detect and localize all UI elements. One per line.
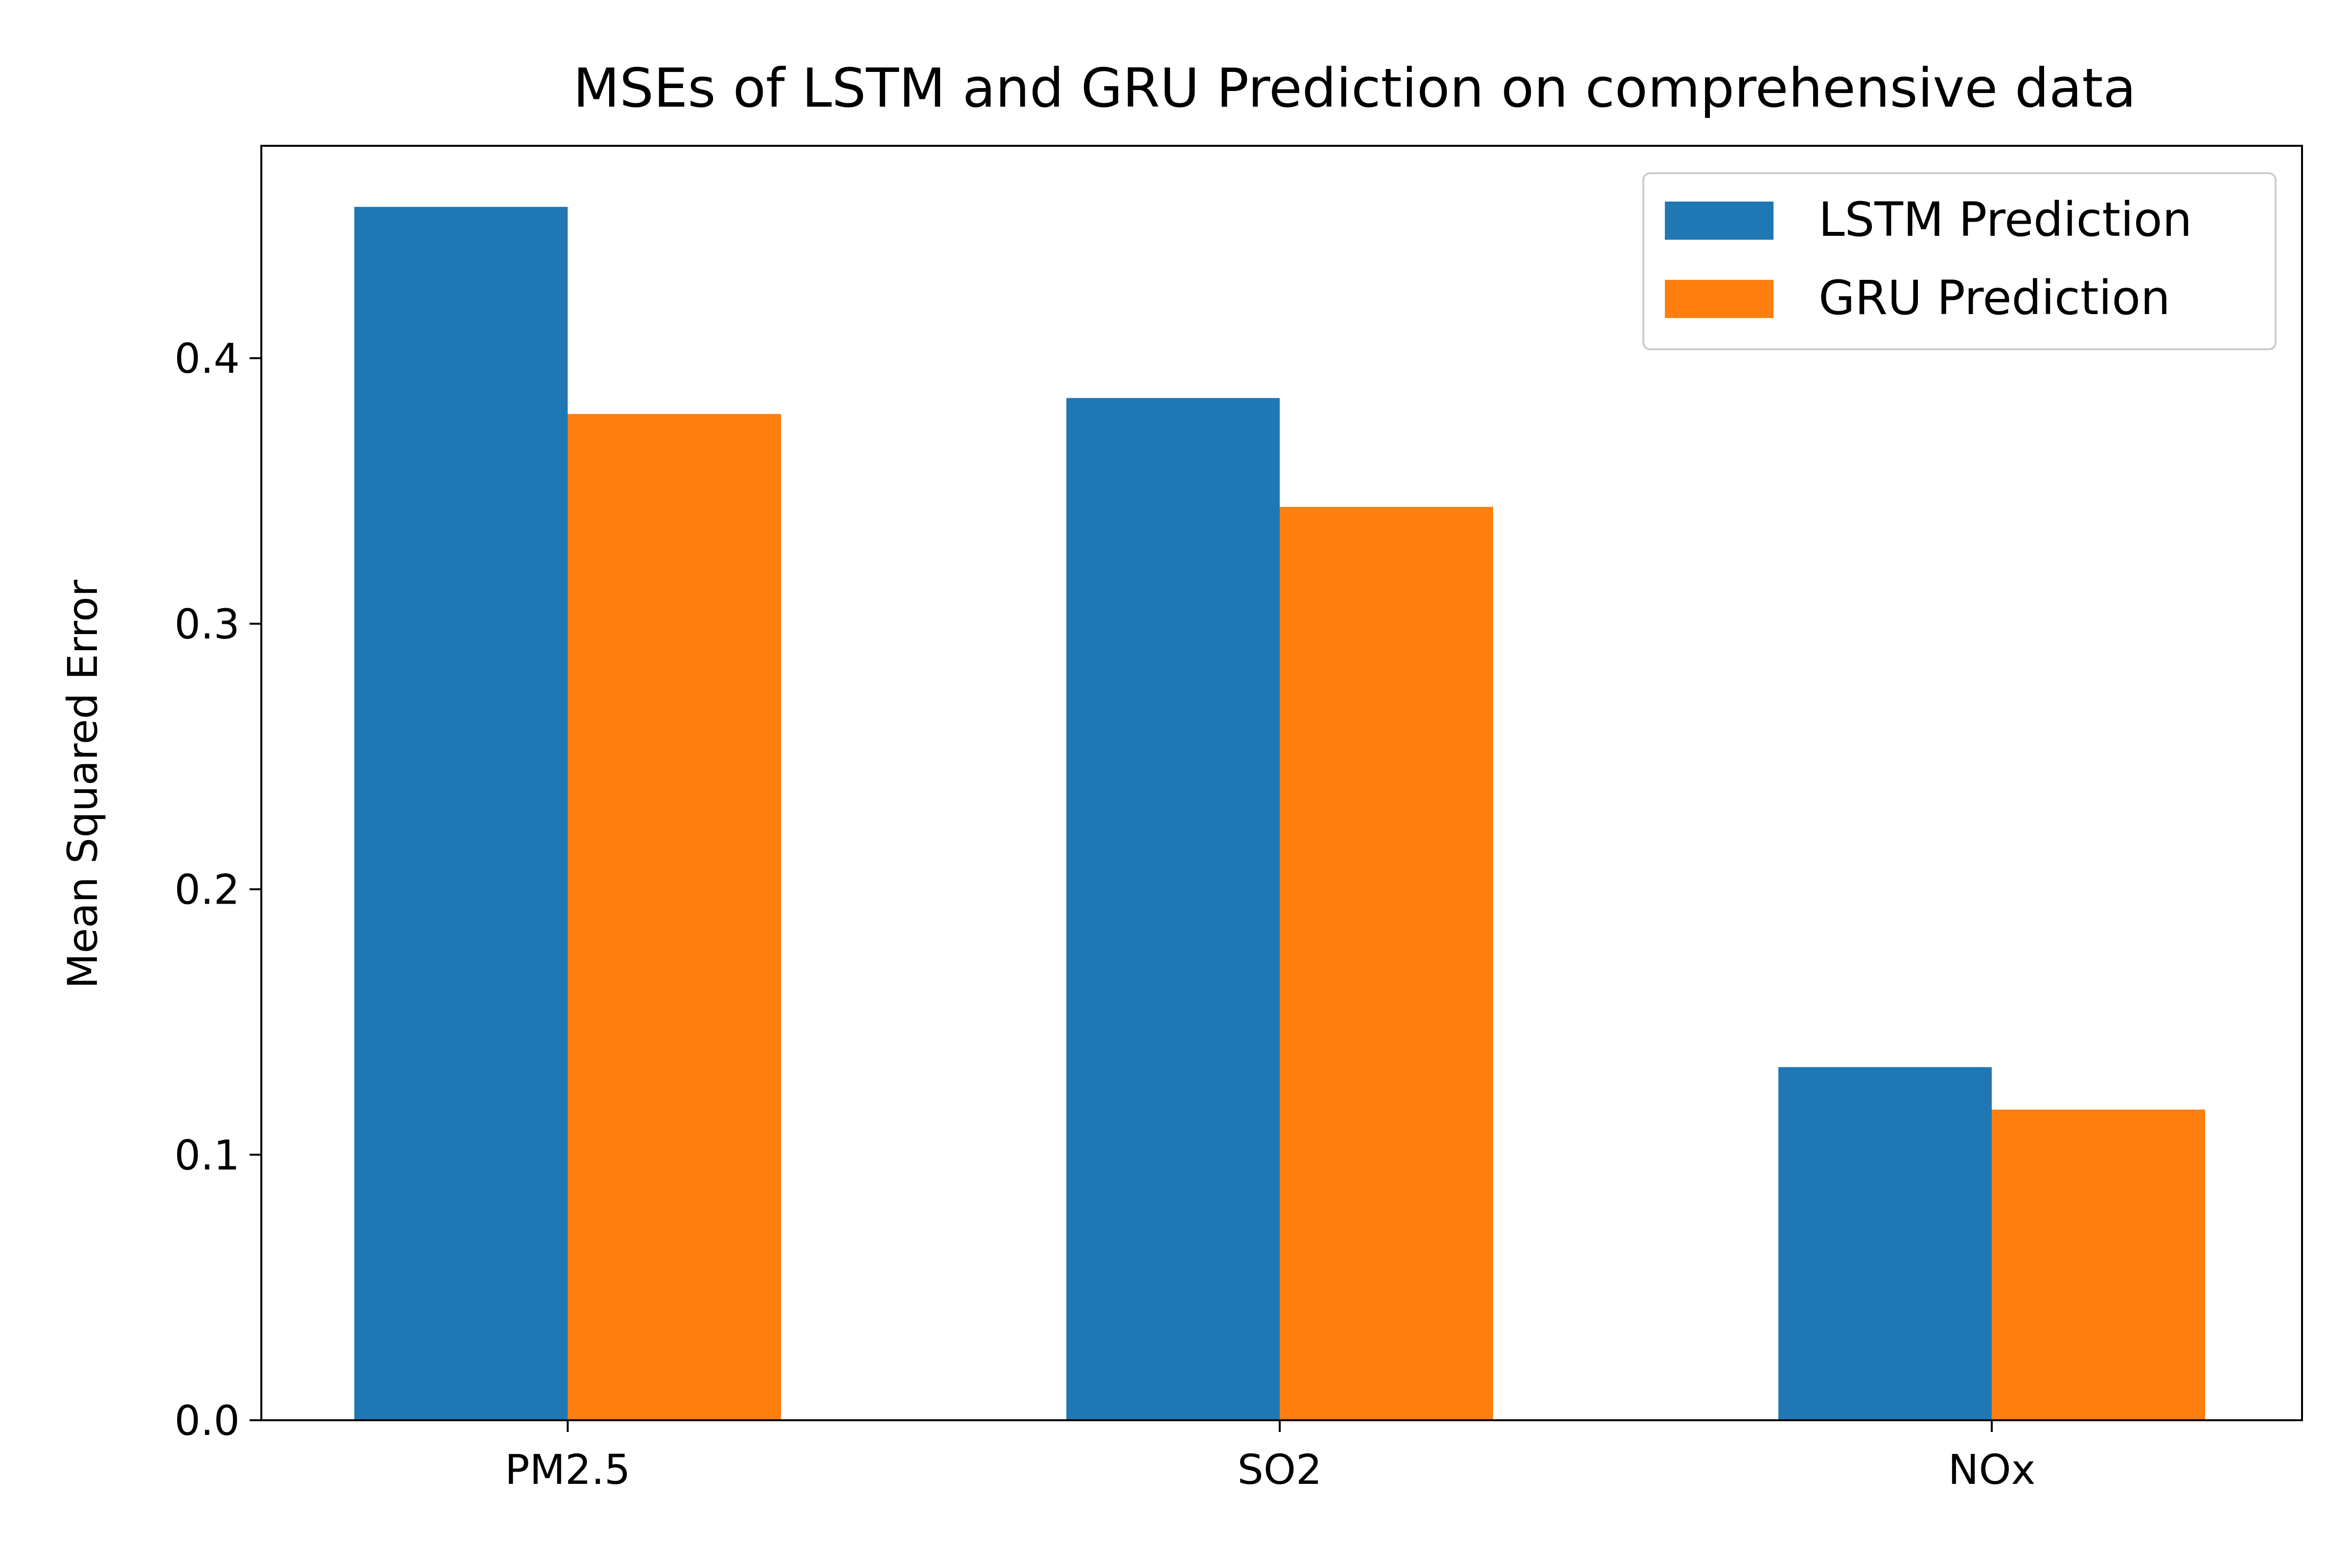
y-axis-label: Mean Squared Error	[59, 580, 107, 989]
y-tick-label: 0.2	[174, 866, 240, 914]
bar-pm25-lstm	[354, 206, 568, 1420]
bar-so2-gru	[1280, 507, 1493, 1420]
bar-nox-lstm	[1778, 1067, 1992, 1420]
legend-frame	[1642, 172, 2277, 350]
x-tick-label: SO2	[1238, 1446, 1322, 1494]
bar-pm25-gru	[568, 414, 781, 1420]
legend-swatch-lstm	[1665, 202, 1773, 240]
y-tick-label: 0.3	[174, 600, 240, 648]
ticks-layer: PM2.5 SO2 NOx 0.0 0.1 0.2 0.3 0.4	[174, 335, 2035, 1494]
x-tick-label: NOx	[1948, 1446, 2036, 1494]
bar-so2-lstm	[1066, 398, 1280, 1420]
y-tick-label: 0.1	[174, 1131, 240, 1179]
legend-swatch-gru	[1665, 280, 1773, 318]
bar-nox-gru	[1992, 1110, 2205, 1420]
legend-label-gru: GRU Prediction	[1819, 271, 2170, 325]
legend-label-lstm: LSTM Prediction	[1819, 192, 2192, 247]
legend: LSTM Prediction GRU Prediction	[1642, 172, 2277, 350]
plot-frame	[260, 145, 2303, 1421]
chart-title: MSEs of LSTM and GRU Prediction on compr…	[573, 57, 2136, 119]
x-tick-label: PM2.5	[505, 1446, 631, 1494]
bars-layer	[354, 206, 2205, 1420]
y-tick-label: 0.4	[174, 335, 240, 383]
y-tick-label: 0.0	[174, 1397, 240, 1445]
